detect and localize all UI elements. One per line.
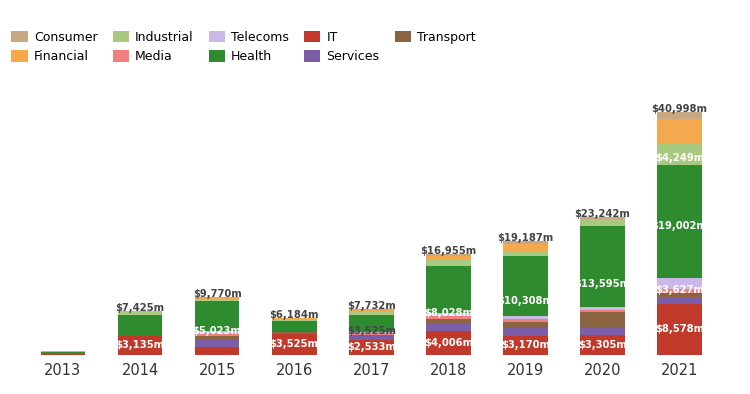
Text: $8,028m: $8,028m: [424, 308, 472, 318]
Bar: [503, 316, 548, 319]
Text: $19,002m: $19,002m: [652, 221, 707, 231]
Bar: [272, 333, 316, 334]
Text: $5,023m: $5,023m: [193, 326, 242, 336]
Bar: [503, 251, 548, 256]
Bar: [349, 312, 394, 315]
Bar: [195, 301, 239, 331]
Bar: [503, 322, 548, 328]
Bar: [272, 318, 316, 319]
Bar: [657, 304, 702, 355]
Bar: [272, 332, 316, 333]
Bar: [580, 307, 625, 310]
Bar: [349, 336, 394, 340]
Bar: [426, 319, 471, 323]
Bar: [426, 316, 471, 319]
Bar: [426, 260, 471, 266]
Text: $4,006m: $4,006m: [424, 338, 473, 348]
Text: $10,308m: $10,308m: [497, 296, 554, 307]
Bar: [580, 335, 625, 355]
Bar: [195, 331, 239, 333]
Bar: [349, 309, 394, 310]
Bar: [349, 315, 394, 332]
Bar: [426, 313, 471, 316]
Bar: [580, 217, 625, 219]
Bar: [195, 299, 239, 301]
Legend: Consumer, Financial, Industrial, Media, Telecoms, Health, IT, Services, Transpor: Consumer, Financial, Industrial, Media, …: [7, 26, 481, 68]
Text: $40,998m: $40,998m: [652, 104, 707, 114]
Bar: [426, 331, 471, 355]
Bar: [40, 351, 86, 353]
Bar: [272, 321, 316, 332]
Text: $4,249m: $4,249m: [655, 152, 704, 163]
Bar: [195, 333, 239, 336]
Bar: [657, 165, 702, 277]
Bar: [349, 333, 394, 335]
Bar: [503, 336, 548, 355]
Text: $3,305m: $3,305m: [578, 340, 627, 350]
Bar: [503, 256, 548, 316]
Bar: [503, 244, 548, 251]
Text: $9,770m: $9,770m: [193, 289, 242, 299]
Bar: [503, 241, 548, 244]
Text: $8,578m: $8,578m: [655, 324, 704, 334]
Bar: [272, 334, 316, 355]
Bar: [195, 298, 239, 299]
Bar: [40, 354, 86, 355]
Text: $3,135m: $3,135m: [116, 340, 164, 350]
Bar: [426, 256, 471, 260]
Text: $3,525m: $3,525m: [346, 326, 396, 336]
Text: $7,425m: $7,425m: [116, 303, 164, 313]
Bar: [580, 328, 625, 335]
Text: $6,184m: $6,184m: [269, 310, 319, 320]
Bar: [118, 336, 162, 355]
Bar: [349, 332, 394, 333]
Bar: [580, 227, 625, 307]
Bar: [657, 144, 702, 165]
Bar: [503, 319, 548, 322]
Text: $3,627m: $3,627m: [656, 285, 704, 295]
Bar: [195, 339, 239, 347]
Bar: [657, 119, 702, 144]
Bar: [657, 289, 702, 293]
Bar: [657, 297, 702, 304]
Text: $3,170m: $3,170m: [501, 340, 550, 350]
Bar: [503, 328, 548, 336]
Bar: [580, 219, 625, 220]
Bar: [657, 277, 702, 289]
Text: $3,525m: $3,525m: [270, 339, 319, 349]
Bar: [426, 266, 471, 313]
Bar: [580, 220, 625, 227]
Bar: [657, 293, 702, 297]
Bar: [118, 312, 162, 315]
Text: $13,595m: $13,595m: [574, 279, 631, 289]
Text: $7,732m: $7,732m: [347, 301, 396, 311]
Text: $23,242m: $23,242m: [574, 209, 631, 219]
Text: $2,533m: $2,533m: [346, 342, 396, 352]
Bar: [118, 315, 162, 336]
Bar: [349, 340, 394, 355]
Bar: [426, 323, 471, 331]
Bar: [272, 319, 316, 321]
Text: $19,187m: $19,187m: [497, 233, 554, 243]
Bar: [580, 312, 625, 328]
Bar: [580, 310, 625, 312]
Bar: [349, 310, 394, 312]
Bar: [657, 112, 702, 119]
Bar: [426, 255, 471, 256]
Bar: [118, 311, 162, 312]
Bar: [349, 335, 394, 336]
Bar: [195, 347, 239, 355]
Bar: [195, 297, 239, 298]
Text: $16,955m: $16,955m: [420, 246, 476, 256]
Bar: [195, 336, 239, 339]
